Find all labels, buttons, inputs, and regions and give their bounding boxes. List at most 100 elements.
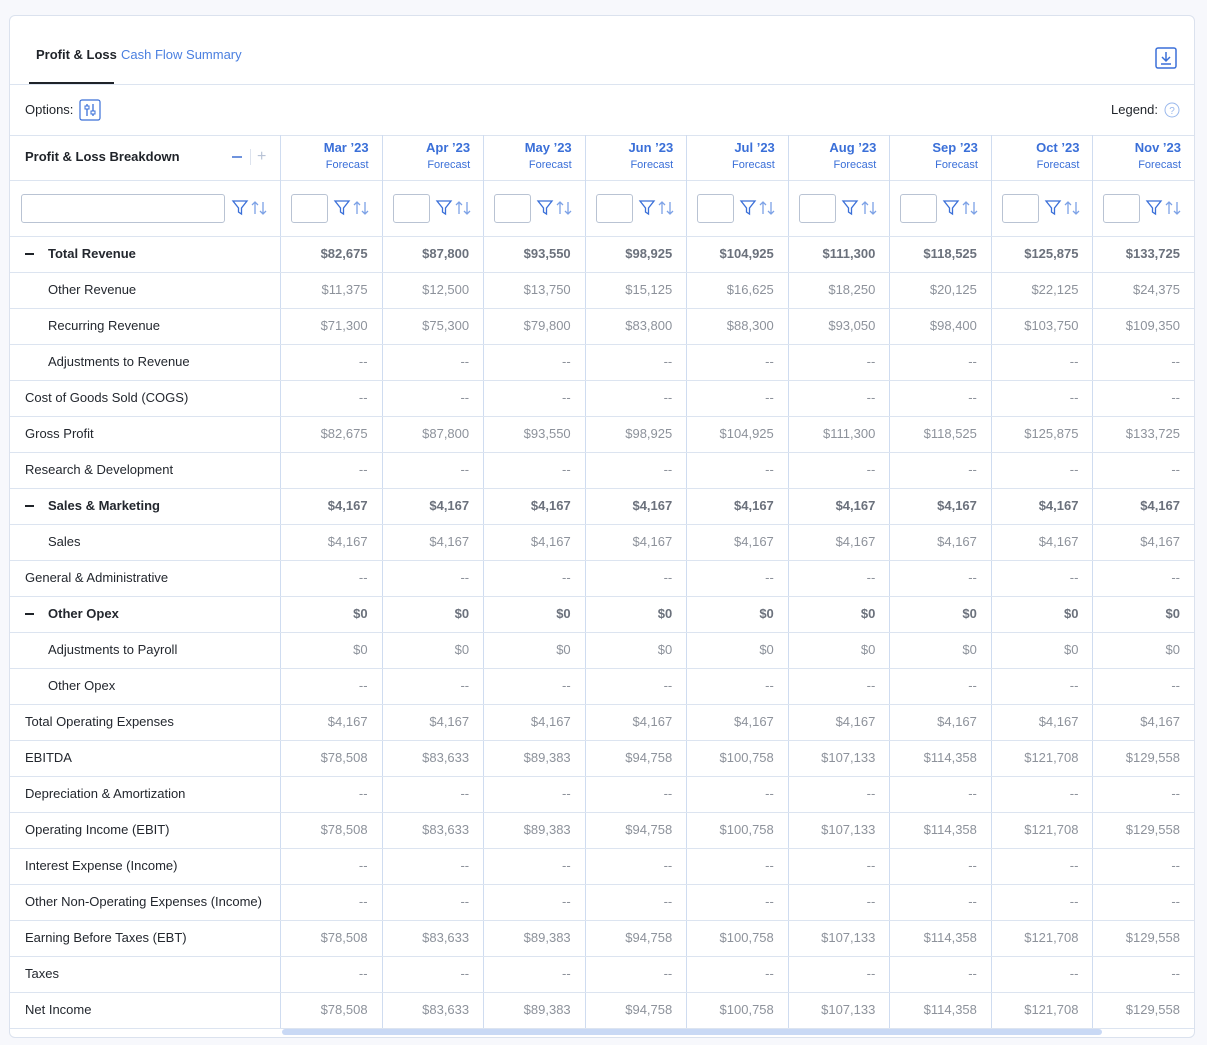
cell-value: $4,167: [835, 714, 876, 729]
row-border: [10, 308, 1194, 309]
cell-value: $13,750: [523, 282, 571, 297]
cell-value: $4,167: [327, 534, 368, 549]
scenario-label: Forecast: [731, 159, 775, 171]
column-filter-input[interactable]: [1103, 194, 1141, 223]
cell-value: --: [562, 462, 571, 477]
cell-value: $83,633: [422, 930, 470, 945]
collapse-toggle[interactable]: [25, 505, 34, 507]
cell-value: --: [866, 390, 876, 405]
scenario-label: Forecast: [1138, 159, 1181, 171]
collapse-toggle[interactable]: [25, 613, 34, 615]
cell-value: $87,800: [422, 246, 470, 261]
row-border: [10, 920, 1194, 921]
row-label: Sales: [48, 534, 81, 549]
cell-value: --: [663, 462, 673, 477]
cell-value: $118,525: [923, 426, 977, 441]
column-filter-input[interactable]: [291, 194, 328, 223]
cell-value: $0: [759, 642, 774, 657]
row-border: [10, 380, 1194, 381]
cell-value: --: [1171, 786, 1180, 801]
row-label: Cost of Goods Sold (COGS): [25, 390, 189, 405]
cell-value: --: [968, 858, 977, 873]
cell-value: $89,383: [523, 750, 571, 765]
divider: [10, 84, 1194, 85]
cell-value: $11,375: [321, 282, 368, 297]
cell-value: --: [1171, 678, 1180, 693]
filter-icons[interactable]: [638, 198, 678, 223]
cell-value: $4,167: [937, 534, 977, 549]
cell-value: $109,350: [1125, 318, 1180, 333]
column-filter-input[interactable]: [900, 194, 938, 223]
cell-value: --: [562, 966, 571, 981]
cell-value: $107,133: [821, 750, 876, 765]
cell-value: $18,250: [828, 282, 876, 297]
month-label: Oct ’23: [1036, 140, 1080, 155]
scenario-label: Forecast: [630, 159, 674, 171]
cell-value: $4,167: [429, 534, 470, 549]
filter-icons[interactable]: [739, 198, 779, 223]
collapse-toggle[interactable]: [25, 253, 34, 255]
cell-value: $111,300: [822, 246, 876, 261]
collapse-all[interactable]: [232, 156, 242, 158]
column-filter-input[interactable]: [494, 194, 532, 223]
cell-value: $4,167: [632, 498, 673, 513]
cell-value: $121,708: [1024, 930, 1079, 945]
cell-value: $4,167: [1038, 498, 1079, 513]
filter-bottom: [10, 236, 1194, 237]
filter-icons[interactable]: [1044, 198, 1084, 223]
report-card: Profit & Loss Cash Flow Summary Options:…: [9, 15, 1195, 1038]
cell-value: $114,358: [923, 1002, 977, 1017]
download-button[interactable]: [1155, 47, 1177, 69]
cell-value: $15,125: [625, 282, 673, 297]
column-filter-input[interactable]: [697, 194, 735, 223]
filter-icons[interactable]: [841, 198, 881, 223]
filter-icons[interactable]: [942, 198, 982, 223]
month-label: Aug ’23: [829, 140, 877, 155]
column-filter-input[interactable]: [392, 194, 430, 223]
cell-value: $129,558: [1125, 1002, 1180, 1017]
filter-icons[interactable]: [536, 198, 576, 223]
column-filter-input[interactable]: [1001, 194, 1039, 223]
cell-value: --: [562, 390, 571, 405]
cell-value: $94,758: [625, 750, 673, 765]
cell-value: $0: [556, 642, 571, 657]
tab[interactable]: Cash Flow Summary: [121, 47, 242, 62]
cell-value: $0: [962, 606, 977, 621]
filter-icons[interactable]: [231, 198, 271, 223]
legend-help[interactable]: ?: [1164, 102, 1180, 118]
header-bottom: [10, 180, 1194, 181]
search-input[interactable]: [21, 194, 225, 223]
column-border: [889, 135, 891, 1028]
cell-value: --: [765, 894, 774, 909]
row-border: [10, 452, 1194, 453]
row-border: [10, 596, 1194, 597]
cell-value: $121,708: [1024, 1002, 1079, 1017]
scrollbar[interactable]: [282, 1029, 1102, 1035]
cell-value: $114,358: [923, 930, 977, 945]
cell-value: $107,133: [821, 930, 876, 945]
row-border: [10, 668, 1194, 669]
cell-value: --: [1171, 858, 1180, 873]
cell-value: $114,358: [923, 822, 977, 837]
cell-value: --: [562, 894, 571, 909]
cell-value: $89,383: [523, 930, 571, 945]
cell-value: --: [460, 894, 470, 909]
cell-value: --: [765, 786, 774, 801]
filter-icons[interactable]: [1145, 198, 1185, 223]
column-filter-input[interactable]: [798, 194, 836, 223]
cell-value: $100,758: [719, 930, 774, 945]
filter-icons[interactable]: [435, 198, 475, 223]
tab-active[interactable]: Profit & Loss: [36, 47, 117, 62]
cell-value: --: [968, 678, 977, 693]
cell-value: --: [765, 966, 774, 981]
column-filter-input[interactable]: [595, 194, 633, 223]
cell-value: $0: [353, 642, 368, 657]
filter-icons[interactable]: [333, 198, 373, 223]
expand-all[interactable]: +: [257, 148, 267, 165]
cell-value: --: [866, 354, 876, 369]
scenario-label: Forecast: [325, 159, 369, 171]
cell-value: --: [358, 390, 368, 405]
cell-value: $93,050: [828, 318, 876, 333]
cell-value: --: [460, 678, 470, 693]
options-button[interactable]: [79, 99, 101, 121]
